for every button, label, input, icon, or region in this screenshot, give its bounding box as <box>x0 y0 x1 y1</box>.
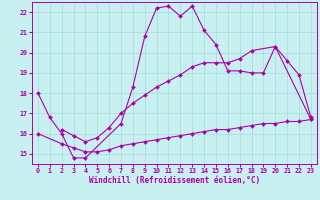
X-axis label: Windchill (Refroidissement éolien,°C): Windchill (Refroidissement éolien,°C) <box>89 176 260 185</box>
